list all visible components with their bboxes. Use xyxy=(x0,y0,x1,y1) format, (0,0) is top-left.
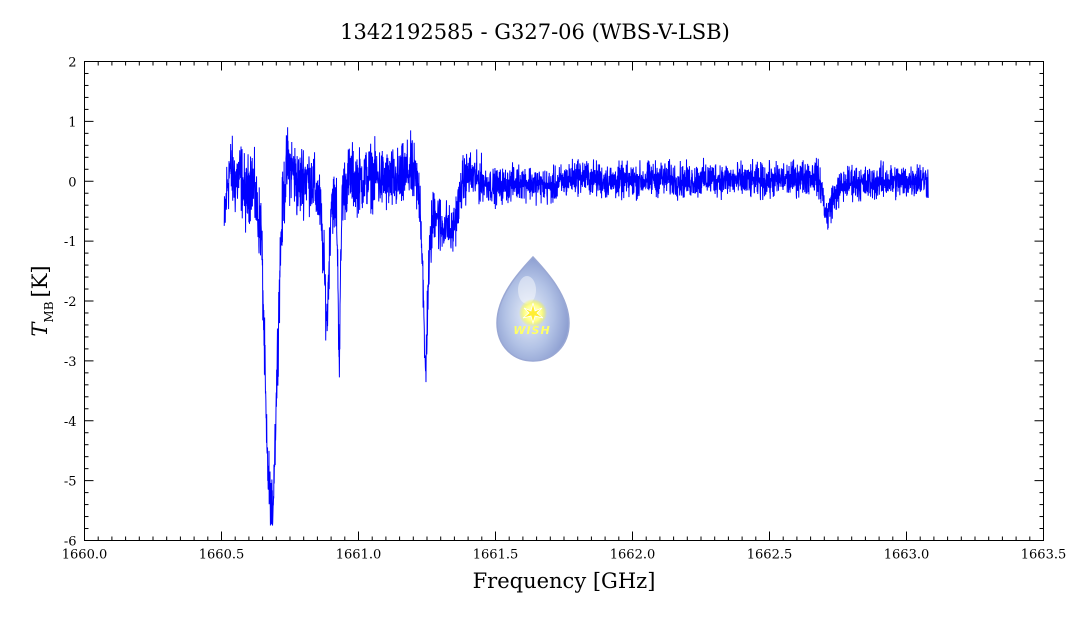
x-tick-label: 1663.0 xyxy=(884,548,930,563)
y-axis-title: TMB [K] xyxy=(28,265,56,336)
y-tick-label: -4 xyxy=(64,415,77,430)
y-tick-label: 1 xyxy=(68,115,76,130)
y-tick-labels: 2 1 0 -1 -2 -3 -4 -5 -6 xyxy=(64,56,77,550)
x-tick-label: 1661.0 xyxy=(336,548,382,563)
y-tick-label: -3 xyxy=(64,355,77,370)
x-tick-label: 1660.5 xyxy=(199,548,245,563)
x-axis-title: Frequency [GHz] xyxy=(473,569,656,593)
y-axis-subscript: MB xyxy=(42,301,56,322)
y-tick-label: 0 xyxy=(68,175,76,190)
y-tick-label: -5 xyxy=(64,475,77,490)
y-axis-symbol: T xyxy=(28,321,52,337)
y-tick-label: -2 xyxy=(64,295,77,310)
x-tick-label: 1660.0 xyxy=(62,548,108,563)
y-axis-unit: [K] xyxy=(28,265,52,297)
x-tick-label: 1663.5 xyxy=(1021,548,1067,563)
chart-title: 1342192585 - G327-06 (WBS-V-LSB) xyxy=(340,20,730,44)
y-tick-label: -1 xyxy=(64,235,77,250)
wish-star-icon xyxy=(522,302,544,325)
x-tick-labels: 1660.0 1660.5 1661.0 1661.5 1662.0 1662.5 1663… xyxy=(62,548,1067,563)
y-tick-label: -6 xyxy=(64,535,77,550)
spectrum-series-line xyxy=(223,127,929,526)
wish-logo-text: WISH xyxy=(513,324,550,337)
x-tick-label: 1662.5 xyxy=(747,548,793,563)
x-tick-label: 1662.0 xyxy=(610,548,656,563)
x-tick-label: 1661.5 xyxy=(473,548,519,563)
wish-logo: WISH xyxy=(496,255,570,362)
y-tick-label: 2 xyxy=(68,56,76,71)
axis-ticks xyxy=(84,61,1044,541)
